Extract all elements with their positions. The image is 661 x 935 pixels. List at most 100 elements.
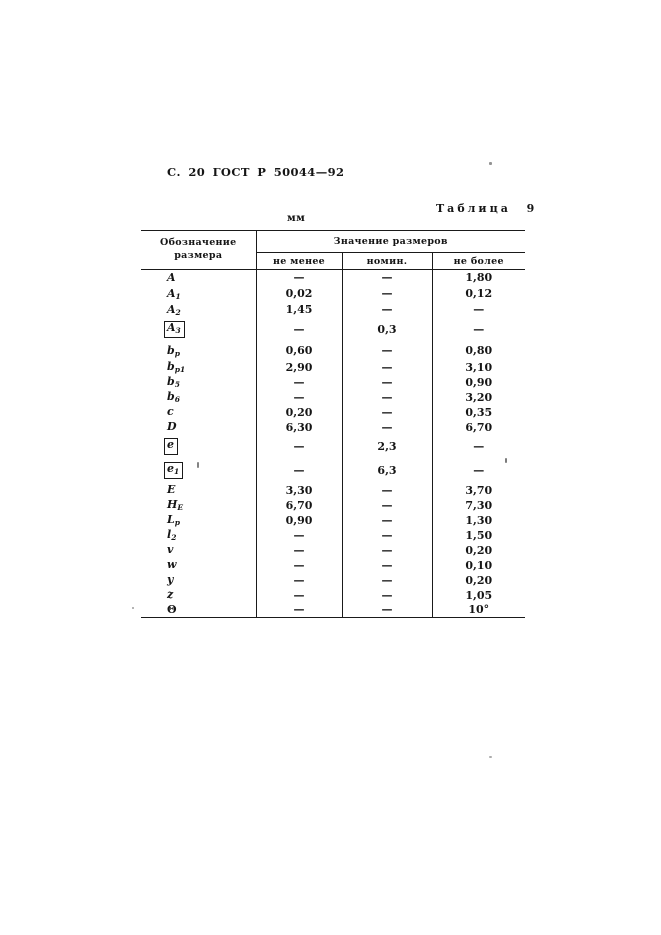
scan-speck [489,162,492,165]
value-max: 3,70 [465,483,493,497]
value-min: 0,60 [256,341,343,360]
value-nominal: — [342,269,433,286]
value-max: 0,35 [465,405,493,419]
dimension-symbol: e [164,438,178,455]
table-row: v — — 0,20 [141,542,525,558]
value-nominal: — [342,497,433,513]
value-min: — [256,587,343,603]
value-nominal: 2,3 [342,434,433,459]
value-max: 0,20 [465,543,493,557]
dimension-symbol: l2 [167,528,177,542]
value-min: 0,90 [256,512,343,528]
value-min: 3,30 [256,482,343,498]
dimension-symbol: A1 [167,286,181,301]
column-header-min: не менее [256,252,343,270]
value-max: — [473,464,485,477]
value-min: 6,70 [256,497,343,513]
table-row: bp1 2,90 — 3,10 [141,359,525,375]
dimension-symbol: y [167,573,174,586]
value-max: 0,80 [465,344,493,357]
table-row: E 3,30 — 3,70 [141,482,525,498]
unit-label: мм [287,213,306,224]
table-row: b6 — — 3,20 [141,389,525,405]
dimension-symbol: e1 [164,462,184,479]
table-row: bp 0,60 — 0,80 [141,341,525,360]
value-max: 0,12 [465,287,493,300]
dimension-table: Обозначение размера Значение размеров не… [141,230,525,618]
table-body: A — — 1,80 A1 0,02 — 0,12 A2 1,45 — — A3… [141,269,525,618]
value-max: — [473,303,485,316]
column-header-nominal: номин. [342,252,433,270]
value-max: 1,80 [465,271,493,285]
value-nominal: — [342,419,433,435]
column-header-designation: Обозначение размера [141,230,257,270]
document-header: С. 20 ГОСТ Р 50044—92 [167,165,345,179]
value-min: — [256,557,343,573]
value-nominal: — [342,389,433,405]
dimension-symbol: w [167,558,177,571]
table-row: A3 — 0,3 — [141,317,525,342]
value-nominal: — [342,341,433,360]
value-max: 7,30 [465,498,493,512]
dimension-symbol: z [167,588,174,601]
value-max: 3,20 [465,390,493,404]
table-row: l2 — — 1,50 [141,527,525,543]
table-row: A — — 1,80 [141,269,525,286]
value-max: — [473,440,485,453]
value-min: — [256,389,343,405]
value-min: — [256,527,343,543]
table-subheader-row: не менее номин. не более [141,252,525,270]
value-min: 0,20 [256,404,343,420]
value-max: 3,10 [465,360,493,374]
dimension-symbol: E [167,483,176,496]
value-min: — [256,602,343,618]
table-row: e1 — 6,3 — [141,458,525,483]
value-min: — [256,269,343,286]
value-max: 6,70 [465,420,493,434]
table-caption: Таблица 9 [436,202,538,215]
value-nominal: — [342,527,433,543]
value-nominal: — [342,301,433,318]
value-min: — [256,458,343,483]
dimension-symbol: bp [167,343,180,358]
dimension-symbol: b5 [167,375,180,389]
value-min: 0,02 [256,285,343,302]
value-max: 0,90 [465,375,493,389]
value-nominal: — [342,572,433,588]
table-row: A1 0,02 — 0,12 [141,285,525,302]
column-header-max: не более [432,252,525,270]
scan-speck [489,756,492,758]
column-group-header-values: Значение размеров [256,230,525,253]
value-min: — [256,572,343,588]
value-min: — [256,542,343,558]
value-max: 0,10 [465,558,493,572]
table-header-row: Обозначение размера Значение размеров [141,230,525,270]
dimension-symbol: D [167,420,177,433]
value-nominal: — [342,285,433,302]
dimension-symbol: b6 [167,390,180,404]
table-row: c 0,20 — 0,35 [141,404,525,420]
value-max: 1,05 [465,588,493,602]
dimension-symbol: A2 [167,302,181,317]
scan-speck [197,462,199,468]
value-min: 6,30 [256,419,343,435]
dimension-symbol: Θ [167,602,177,616]
dimension-symbol: A3 [164,321,185,338]
table-row: e — 2,3 — [141,434,525,459]
value-nominal: — [342,482,433,498]
table-row: y — — 0,20 [141,572,525,588]
value-nominal: — [342,542,433,558]
dimension-symbol: HE [167,498,184,512]
value-min: — [256,434,343,459]
value-nominal: — [342,512,433,528]
table-row: z — — 1,05 [141,587,525,603]
table-row: b5 — — 0,90 [141,374,525,390]
dimension-symbol: v [167,543,174,556]
value-min: 1,45 [256,301,343,318]
value-nominal: — [342,602,433,618]
table-row: A2 1,45 — — [141,301,525,318]
value-max: 1,50 [465,528,493,542]
dimension-symbol: Lp [167,513,180,527]
value-nominal: — [342,359,433,375]
scan-speck [132,607,134,609]
